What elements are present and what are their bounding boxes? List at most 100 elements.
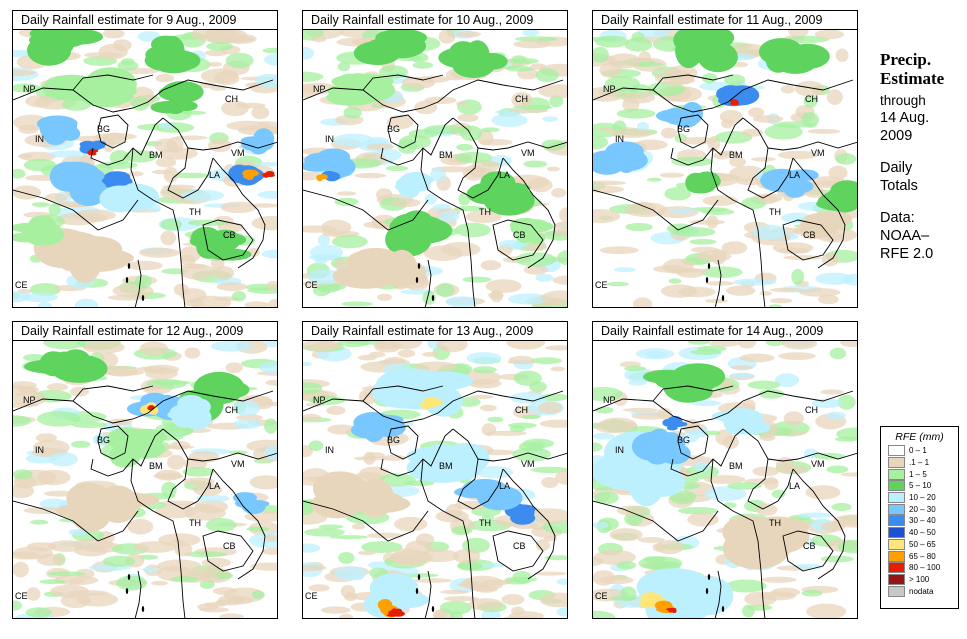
- rain-patch: [780, 84, 795, 94]
- rain-cell: [144, 49, 190, 72]
- rain-patch: [430, 167, 446, 183]
- rain-patch: [357, 550, 376, 556]
- rain-patch: [385, 165, 409, 171]
- rain-patch: [133, 541, 177, 553]
- island: [415, 588, 419, 594]
- rain-patch: [397, 349, 416, 358]
- caption-heading-1: Precip.: [880, 50, 932, 69]
- rain-patch: [468, 598, 504, 611]
- rain-patch: [13, 469, 33, 480]
- rain-patch: [835, 153, 857, 165]
- rain-patch: [47, 571, 86, 576]
- rain-patch: [535, 539, 550, 552]
- country-label-ch: CH: [515, 405, 528, 415]
- border-line: [13, 79, 274, 113]
- rain-patch: [303, 382, 323, 395]
- rain-patch: [303, 71, 324, 82]
- rain-patch: [723, 502, 737, 508]
- country-label-ce: CE: [305, 591, 318, 601]
- rain-patch: [445, 503, 463, 519]
- rain-patch: [354, 172, 387, 179]
- rain-patch: [606, 281, 629, 287]
- rain-patch: [139, 341, 168, 356]
- rain-cell: [243, 173, 252, 179]
- rain-cell: [389, 214, 445, 240]
- rain-patch: [481, 562, 505, 568]
- rain-patch: [742, 604, 755, 618]
- rain-patch: [834, 518, 857, 526]
- rain-patch: [729, 156, 746, 167]
- border-line: [187, 452, 277, 462]
- rain-cell: [681, 44, 720, 63]
- rain-patch: [659, 172, 685, 178]
- rain-patch: [43, 341, 88, 350]
- rain-patch: [92, 433, 110, 446]
- rain-patch: [433, 609, 447, 618]
- rain-cell: [732, 525, 775, 565]
- rain-patch: [303, 413, 322, 422]
- rain-patch: [321, 219, 352, 236]
- rain-patch: [481, 515, 495, 521]
- rain-cell: [372, 259, 427, 285]
- rain-patch: [220, 201, 257, 213]
- rain-patch: [540, 290, 567, 306]
- rain-patch: [31, 202, 51, 208]
- rain-cell: [316, 174, 324, 180]
- rain-patch: [48, 452, 78, 467]
- rain-patch: [184, 551, 227, 558]
- country-label-in: IN: [615, 134, 624, 144]
- border-line: [452, 428, 504, 510]
- country-borders: [303, 385, 567, 618]
- legend-label: 5 – 10: [909, 481, 932, 491]
- border-line: [767, 452, 857, 462]
- rain-cell: [401, 183, 420, 199]
- legend-swatch: [888, 538, 905, 550]
- rain-patch: [595, 406, 614, 414]
- rain-patch: [456, 31, 481, 38]
- rain-patch: [462, 276, 492, 283]
- rain-patch: [609, 129, 653, 138]
- rain-patch: [837, 539, 857, 554]
- map-panel-5: Daily Rainfall estimate for 13 Aug., 200…: [302, 321, 568, 619]
- rain-patch: [768, 304, 782, 307]
- rain-patch: [835, 436, 857, 442]
- rain-patch: [460, 125, 483, 142]
- rain-patch: [25, 95, 53, 108]
- rain-patch: [668, 208, 699, 213]
- map-panel-3: Daily Rainfall estimate for 11 Aug., 200…: [592, 10, 858, 308]
- rain-patch: [783, 411, 804, 426]
- border-line: [714, 259, 722, 307]
- rain-patch: [725, 579, 767, 593]
- legend-label: 1 – 5: [909, 469, 927, 479]
- island: [721, 295, 725, 301]
- rain-patch: [336, 191, 357, 196]
- panel-title: Daily Rainfall estimate for 9 Aug., 2009: [12, 10, 278, 30]
- rain-patch: [528, 177, 553, 193]
- country-label-np: NP: [603, 395, 616, 405]
- rain-cell: [177, 394, 205, 413]
- rain-patch: [599, 246, 639, 255]
- rain-patch: [678, 507, 718, 515]
- legend-item: 20 – 30: [888, 503, 958, 515]
- rain-patch: [215, 572, 234, 579]
- legend-swatch: [888, 527, 905, 539]
- rain-patch: [19, 151, 56, 162]
- rain-patch: [744, 591, 777, 607]
- rain-patch: [307, 269, 343, 285]
- border-line: [303, 189, 429, 231]
- border-line: [593, 189, 719, 231]
- rain-patch: [183, 477, 215, 486]
- rain-patch: [559, 207, 567, 223]
- rain-patch: [337, 341, 370, 348]
- rain-patch: [616, 108, 656, 119]
- country-label-in: IN: [325, 445, 334, 455]
- rain-patch: [733, 278, 777, 286]
- rain-patch: [557, 250, 567, 266]
- rain-patch: [624, 365, 647, 372]
- border-line: [134, 259, 142, 307]
- rain-patch: [507, 360, 537, 365]
- rain-cell: [423, 385, 463, 417]
- rain-patch: [318, 524, 344, 529]
- caption-date-2: 2009: [880, 128, 913, 144]
- rain-patch: [351, 523, 366, 530]
